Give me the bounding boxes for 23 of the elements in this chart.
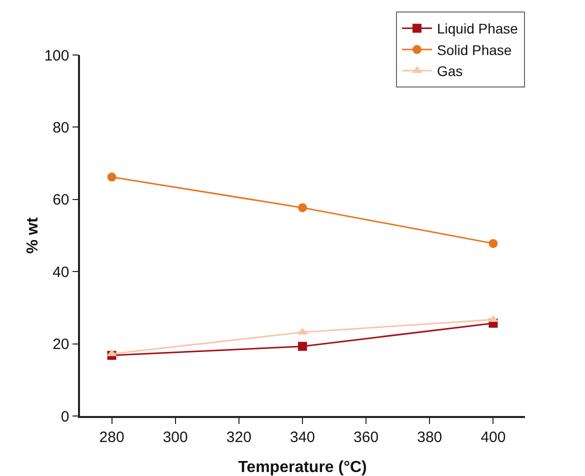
x-axis-title: Temperature (°C) <box>238 459 367 476</box>
x-tick-label: 380 <box>417 428 442 446</box>
y-tick-label: 40 <box>52 264 70 281</box>
legend-label: Solid Phase <box>437 42 512 58</box>
y-tick-label: 0 <box>60 408 70 426</box>
point <box>107 172 116 182</box>
point <box>298 203 307 212</box>
point <box>298 342 307 351</box>
point <box>106 349 117 356</box>
y-tick-label: 100 <box>44 47 70 64</box>
point <box>488 238 498 248</box>
x-tick-label: 300 <box>162 428 188 446</box>
x-tick-label: 320 <box>226 428 252 446</box>
x-tick-label: 400 <box>480 428 506 446</box>
y-tick-label: 60 <box>52 192 70 209</box>
y-tick-label: 20 <box>52 336 70 354</box>
y-tick-label: 80 <box>52 119 70 136</box>
x-tick-label: 280 <box>99 428 124 446</box>
legend-label: Gas <box>437 63 463 80</box>
y-axis-title: % wt <box>24 216 42 254</box>
x-tick-label: 340 <box>290 428 316 446</box>
legend-label: Liquid Phase <box>437 20 518 37</box>
x-tick-label: 360 <box>354 428 379 446</box>
